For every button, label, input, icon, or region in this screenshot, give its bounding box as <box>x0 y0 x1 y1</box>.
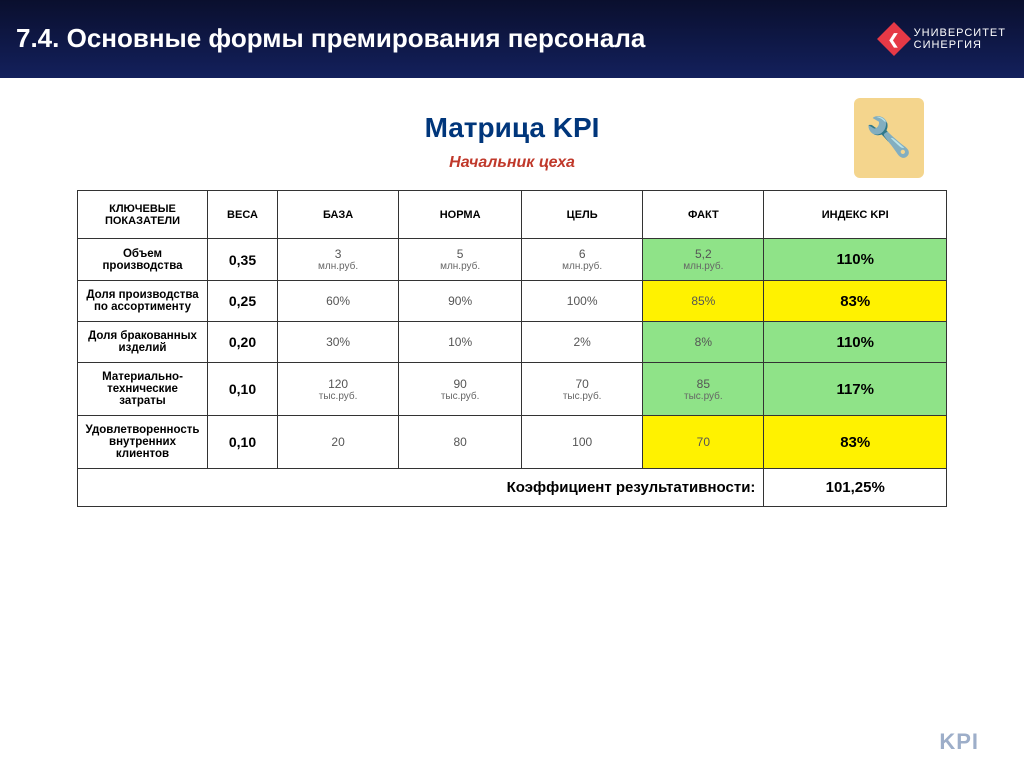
footer-label: Коэффициент результативности: <box>78 469 764 507</box>
logo-icon: ❮ <box>877 22 911 56</box>
worker-clipart-icon: 🔧 <box>854 98 924 178</box>
cell-goal: 2% <box>522 322 643 363</box>
cell-weight: 0,10 <box>208 363 278 416</box>
cell-indicator: Доля производства по ассортименту <box>78 281 208 322</box>
footer-value: 101,25% <box>764 469 947 507</box>
cell-index: 110% <box>764 239 947 281</box>
cell-indicator: Материально-технические затраты <box>78 363 208 416</box>
cell-fact: 85% <box>643 281 764 322</box>
university-logo: ❮ УНИВЕРСИТЕТ СИНЕРГИЯ <box>882 27 1006 51</box>
col-base: БАЗА <box>278 191 399 239</box>
cell-weight: 0,20 <box>208 322 278 363</box>
cell-indicator: Удовлетворенность внутренних клиентов <box>78 416 208 469</box>
cell-norm: 90% <box>399 281 522 322</box>
kpi-watermark: KPI <box>939 729 979 755</box>
cell-goal: 70тыс.руб. <box>522 363 643 416</box>
table-row: Объем производства0,353млн.руб.5млн.руб.… <box>78 239 947 281</box>
cell-norm: 80 <box>399 416 522 469</box>
cell-goal: 100% <box>522 281 643 322</box>
cell-fact: 70 <box>643 416 764 469</box>
cell-base: 20 <box>278 416 399 469</box>
table-header-row: КЛЮЧЕВЫЕ ПОКАЗАТЕЛИ ВЕСА БАЗА НОРМА ЦЕЛЬ… <box>78 191 947 239</box>
cell-indicator: Объем производства <box>78 239 208 281</box>
cell-goal: 6млн.руб. <box>522 239 643 281</box>
col-indicator: КЛЮЧЕВЫЕ ПОКАЗАТЕЛИ <box>78 191 208 239</box>
col-goal: ЦЕЛЬ <box>522 191 643 239</box>
cell-norm: 5млн.руб. <box>399 239 522 281</box>
matrix-title: Матрица KPI <box>425 112 600 144</box>
cell-index: 117% <box>764 363 947 416</box>
col-fact: ФАКТ <box>643 191 764 239</box>
table-row: Материально-технические затраты0,10120ты… <box>78 363 947 416</box>
col-index: ИНДЕКС KPI <box>764 191 947 239</box>
col-norm: НОРМА <box>399 191 522 239</box>
cell-index: 110% <box>764 322 947 363</box>
table-row: Доля бракованных изделий0,2030%10%2%8%11… <box>78 322 947 363</box>
slide-header: 7.4. Основные формы премирования персона… <box>0 0 1024 78</box>
cell-goal: 100 <box>522 416 643 469</box>
cell-norm: 10% <box>399 322 522 363</box>
cell-base: 30% <box>278 322 399 363</box>
cell-index: 83% <box>764 281 947 322</box>
logo-text: УНИВЕРСИТЕТ СИНЕРГИЯ <box>914 27 1006 51</box>
matrix-subtitle: Начальник цеха <box>40 154 984 172</box>
cell-index: 83% <box>764 416 947 469</box>
cell-fact: 5,2млн.руб. <box>643 239 764 281</box>
cell-norm: 90тыс.руб. <box>399 363 522 416</box>
col-weight: ВЕСА <box>208 191 278 239</box>
slide-title: 7.4. Основные формы премирования персона… <box>16 23 645 54</box>
kpi-table: КЛЮЧЕВЫЕ ПОКАЗАТЕЛИ ВЕСА БАЗА НОРМА ЦЕЛЬ… <box>77 190 947 507</box>
table-row: Доля производства по ассортименту0,2560%… <box>78 281 947 322</box>
cell-indicator: Доля бракованных изделий <box>78 322 208 363</box>
table-footer-row: Коэффициент результативности: 101,25% <box>78 469 947 507</box>
cell-fact: 85тыс.руб. <box>643 363 764 416</box>
cell-fact: 8% <box>643 322 764 363</box>
cell-weight: 0,35 <box>208 239 278 281</box>
cell-base: 60% <box>278 281 399 322</box>
cell-weight: 0,25 <box>208 281 278 322</box>
slide-body: Матрица KPI 🔧 Начальник цеха КЛЮЧЕВЫЕ ПО… <box>0 78 1024 517</box>
cell-base: 3млн.руб. <box>278 239 399 281</box>
cell-base: 120тыс.руб. <box>278 363 399 416</box>
table-row: Удовлетворенность внутренних клиентов0,1… <box>78 416 947 469</box>
cell-weight: 0,10 <box>208 416 278 469</box>
